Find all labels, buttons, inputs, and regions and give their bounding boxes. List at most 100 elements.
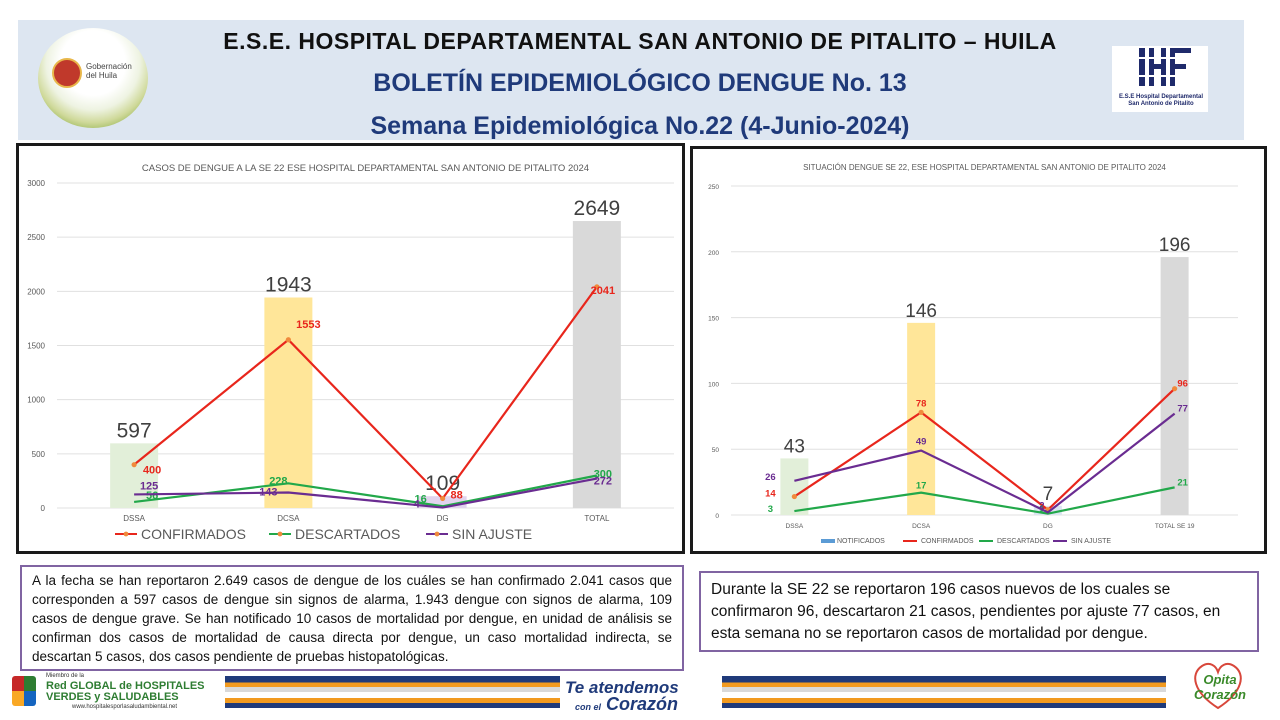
series-line-confirmados [133, 286, 598, 501]
data-label: 14 [765, 489, 776, 500]
bulletin-title: BOLETÍN EPIDEMIOLÓGICO DENGUE No. 13 [373, 69, 907, 97]
y-tick-label: 100 [708, 381, 719, 388]
week-title: Semana Epidemiológica No.22 (4-Junio-202… [370, 112, 910, 140]
opita-text-2: Corazón [1194, 687, 1246, 702]
footer-stripe-left-lower [225, 698, 560, 708]
bar-total-se-19 [1160, 257, 1189, 515]
bar-value-label: 597 [117, 419, 152, 442]
y-tick-label: 2000 [27, 287, 45, 296]
gobernacion-logo-text: Gobernación del Huila [86, 62, 132, 80]
series-point [791, 493, 797, 500]
series-point [285, 337, 291, 343]
bar-dcsa [264, 297, 313, 508]
data-label: 88 [451, 489, 463, 501]
data-label: 4 [414, 499, 421, 511]
x-tick-label: TOTAL SE 19 [1155, 523, 1195, 530]
chart-title: CASOS DE DENGUE A LA SE 22 ESE HOSPITAL … [142, 163, 589, 174]
y-tick-label: 0 [41, 504, 46, 513]
series-point [1172, 386, 1178, 392]
data-label: 272 [594, 476, 612, 488]
bar-value-label: 7 [1043, 484, 1054, 505]
legend-label: DESCARTADOS [997, 538, 1050, 545]
chart-panel-cumulative: CASOS DE DENGUE A LA SE 22 ESE HOSPITAL … [16, 143, 685, 554]
data-label: 49 [916, 437, 927, 448]
series-point [918, 409, 924, 415]
data-label: 400 [143, 465, 161, 477]
series-point [440, 495, 446, 502]
data-label: 16 [415, 493, 427, 505]
x-tick-label: DG [1043, 523, 1053, 530]
y-tick-label: 150 [708, 316, 719, 323]
data-label: 2 [1039, 500, 1044, 511]
chart-cumulative: CASOS DE DENGUE A LA SE 22 ESE HOSPITAL … [27, 163, 674, 542]
bar-dssa [110, 443, 159, 508]
data-label: 78 [916, 398, 927, 409]
data-label: 2041 [591, 285, 615, 297]
data-label: 228 [269, 475, 287, 487]
y-tick-label: 3000 [27, 179, 45, 188]
bar-value-label: 146 [905, 301, 937, 322]
bar-total [572, 221, 621, 508]
slogan-word: Corazón [606, 694, 679, 714]
series-point [594, 284, 600, 290]
series-line-confirmados [793, 387, 1176, 512]
y-tick-label: 250 [708, 184, 719, 191]
red-global-small: Miembro de la [46, 673, 85, 679]
bar-value-label: 2649 [574, 197, 621, 220]
y-tick-label: 1000 [27, 396, 45, 405]
x-tick-label: DSSA [123, 514, 145, 523]
data-label: 77 [1177, 404, 1188, 415]
footer-stripe-right-lower [722, 698, 1166, 708]
bar-dssa [780, 458, 809, 515]
ihf-logo-text: E.S.E Hospital Departamental San Antonio… [1116, 94, 1206, 108]
legend-label: CONFIRMADOS [141, 526, 246, 542]
x-tick-label: DCSA [277, 514, 300, 523]
data-label: 17 [916, 481, 927, 492]
footer-stripe-right [722, 676, 1166, 692]
chart-title: SITUACIÓN DENGUE SE 22, ESE HOSPITAL DEP… [803, 163, 1166, 172]
data-label: 3 [768, 504, 773, 515]
bar-value-label: 43 [784, 436, 805, 457]
data-label: 125 [140, 480, 158, 492]
x-tick-label: DCSA [912, 523, 931, 530]
summary-cumulative-text: A la fecha se han reportaron 2.649 casos… [20, 565, 684, 671]
red-global-url: www.hospitalesporlasaludambiental.net [72, 704, 178, 710]
y-tick-label: 200 [708, 250, 719, 257]
footer-stripe-left [225, 676, 560, 692]
legend-label: NOTIFICADOS [837, 538, 885, 545]
x-tick-label: DSSA [786, 523, 804, 530]
series-line-sin-ajuste [134, 477, 598, 509]
data-label: 4 [1039, 503, 1045, 514]
hospital-title: E.S.E. HOSPITAL DEPARTAMENTAL SAN ANTONI… [223, 28, 1057, 54]
x-tick-label: TOTAL [584, 514, 610, 523]
slogan-line1: Te atendemos [565, 678, 679, 697]
y-tick-label: 2500 [27, 233, 45, 242]
opita-heart-logo-icon [1194, 662, 1242, 710]
chart-week: SITUACIÓN DENGUE SE 22, ESE HOSPITAL DEP… [708, 163, 1238, 545]
series-line-sin-ajuste [794, 412, 1176, 514]
red-global-title2: VERDES y SALUDABLES [46, 691, 179, 703]
legend-swatch [821, 539, 835, 543]
y-tick-label: 500 [32, 450, 46, 459]
ihf-text-1: E.S.E Hospital Departamental [1118, 94, 1204, 100]
legend-label: DESCARTADOS [295, 526, 400, 542]
legend-label: CONFIRMADOS [921, 538, 974, 545]
ihf-logo-icon [1139, 48, 1191, 86]
bar-dg [418, 496, 467, 508]
y-tick-label: 0 [715, 513, 719, 520]
slogan-line2: con el Corazón [575, 694, 678, 715]
red-global-title1: Red GLOBAL de HOSPITALES [46, 680, 205, 692]
legend-label: SIN AJUSTE [1071, 538, 1111, 545]
bar-value-label: 196 [1159, 235, 1191, 256]
data-label: 96 [1177, 379, 1188, 390]
data-label: 300 [594, 469, 612, 481]
y-tick-label: 1500 [27, 342, 45, 351]
red-global-logo-icon [12, 676, 36, 706]
legend-marker [277, 531, 283, 537]
x-tick-label: DG [437, 514, 449, 523]
opita-text-1: Opita [1203, 672, 1237, 687]
data-label: 56 [146, 490, 158, 502]
summary-week-text: Durante la SE 22 se reportaron 196 casos… [699, 571, 1259, 652]
series-line-descartados [794, 486, 1175, 515]
data-label: 26 [765, 472, 776, 483]
